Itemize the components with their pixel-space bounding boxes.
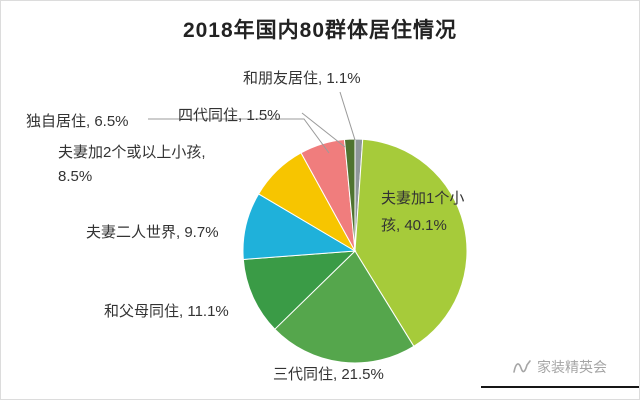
pie-label-couple-only: 夫妻二人世界, 9.7% <box>86 224 219 241</box>
watermark: 家装精英会 <box>512 357 607 377</box>
pie-label-with-parents: 和父母同住, 11.1% <box>104 303 229 320</box>
pie-slice-three-generations <box>274 250 415 364</box>
pie-label-three-generations: 三代同住, 21.5% <box>273 366 384 383</box>
pie-label-couple-one-child: 夫妻加1个小孩, 40.1% <box>381 190 465 234</box>
leader-line-four-generations <box>301 112 346 148</box>
pie-label-four-generations: 四代同住, 1.5% <box>178 107 281 124</box>
pie-slice-couple-one-child <box>354 138 468 347</box>
watermark-underline <box>481 386 639 388</box>
pie-label-living-alone: 独自居住, 6.5% <box>26 113 129 130</box>
pie <box>242 138 468 364</box>
leader-line-living-alone <box>148 118 330 154</box>
leader-lines <box>148 91 356 154</box>
watermark-logo-icon <box>513 360 531 373</box>
pie-label-with-friends: 和朋友居住, 1.1% <box>243 70 361 87</box>
leader-line-with-friends <box>339 91 356 141</box>
chart-title: 2018年国内80群体居住情况 <box>182 19 458 42</box>
pie-slice-with-parents <box>242 250 357 330</box>
pie-label-couple-two-plus-children: 夫妻加2个或以上小孩, 8.5% <box>58 144 206 185</box>
watermark-text: 家装精英会 <box>537 359 607 375</box>
